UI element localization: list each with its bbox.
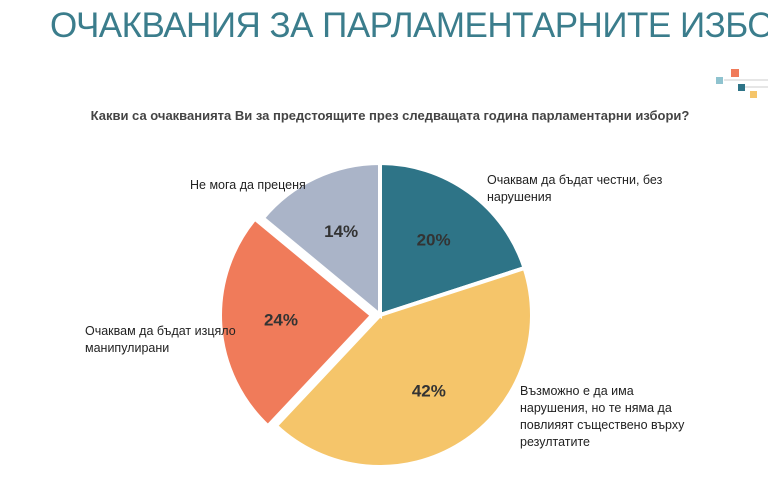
value-label: 14% xyxy=(324,222,358,241)
value-label: 24% xyxy=(264,311,298,330)
category-label: Не мога да преценя xyxy=(190,178,306,192)
value-label: 42% xyxy=(412,381,446,400)
pie-slice xyxy=(260,160,382,320)
category-label: Възможно е да има нарушения, но те няма … xyxy=(520,384,685,449)
chart-title: ОЧАКВАНИЯ ЗА ПАРЛАМЕНТАРНИТЕ ИЗБОРИ xyxy=(50,6,768,45)
pie-slice xyxy=(378,160,528,318)
logo xyxy=(716,69,768,98)
value-label: 20% xyxy=(417,231,451,250)
category-label: Очаквам да бъдат честни, без нарушения xyxy=(487,173,663,204)
pie-slice xyxy=(273,265,534,469)
chart-subtitle: Какви са очакванията Ви за предстоящите … xyxy=(90,108,690,123)
pie-slice xyxy=(218,215,375,430)
category-label: Очаквам да бъдат изцяло манипулирани xyxy=(85,324,236,355)
